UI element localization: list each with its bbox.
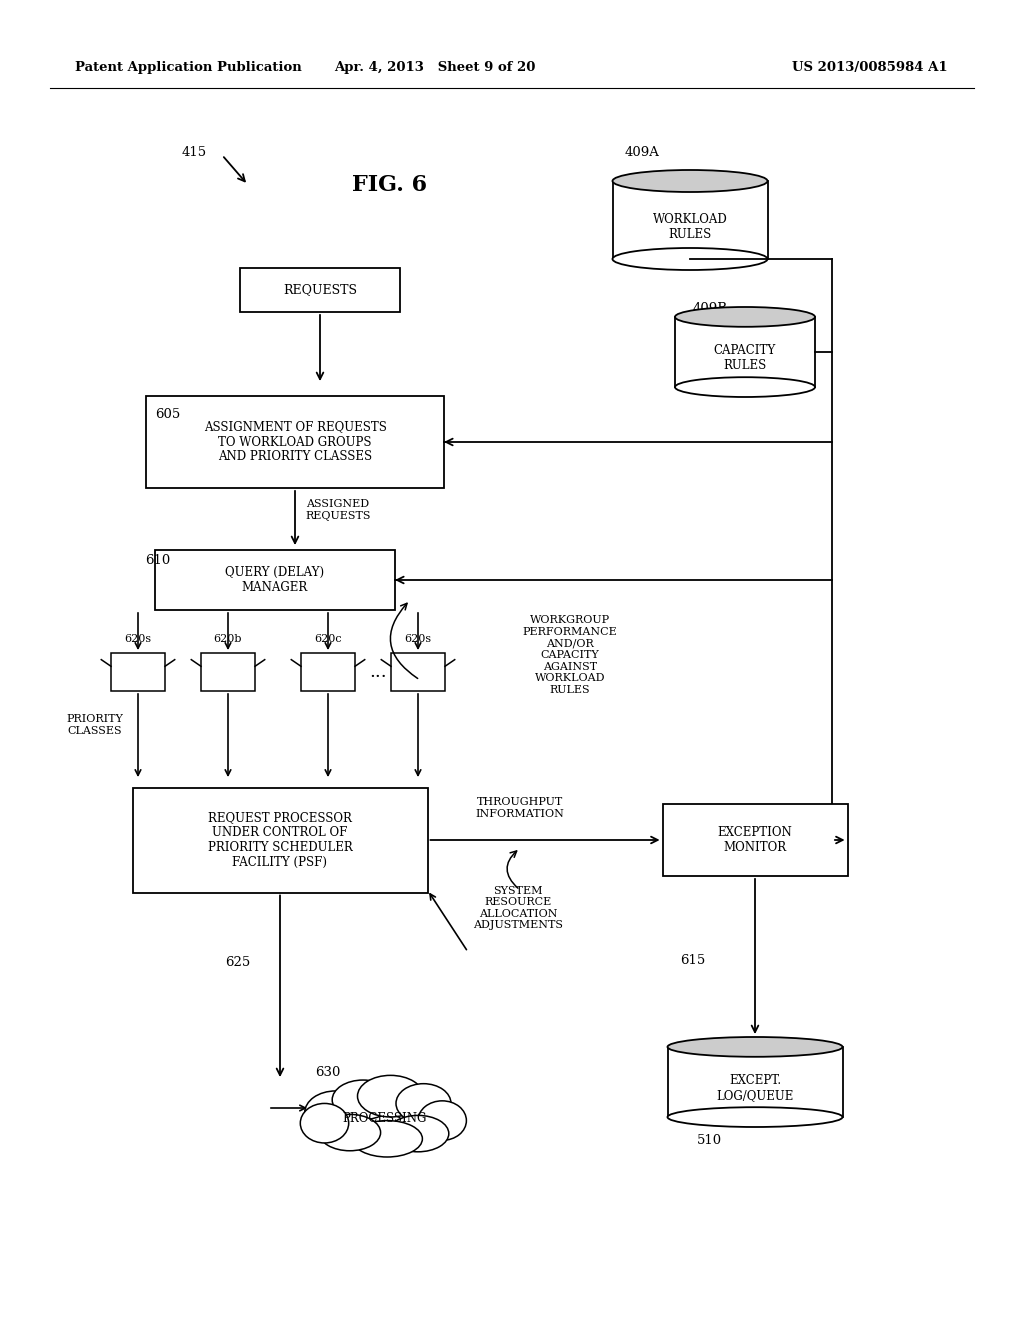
- Text: 409B: 409B: [693, 301, 728, 314]
- Ellipse shape: [300, 1104, 349, 1143]
- Text: 630: 630: [315, 1065, 340, 1078]
- Text: WORKGROUP
PERFORMANCE
AND/OR
CAPACITY
AGAINST
WORKLOAD
RULES: WORKGROUP PERFORMANCE AND/OR CAPACITY AG…: [522, 615, 617, 694]
- Bar: [675, 317, 815, 387]
- Bar: [668, 1047, 843, 1117]
- Text: SYSTEM
RESOURCE
ALLOCATION
ADJUSTMENTS: SYSTEM RESOURCE ALLOCATION ADJUSTMENTS: [473, 886, 563, 931]
- Text: REQUEST PROCESSOR
UNDER CONTROL OF
PRIORITY SCHEDULER
FACILITY (PSF): REQUEST PROCESSOR UNDER CONTROL OF PRIOR…: [208, 810, 352, 869]
- Bar: [612, 181, 768, 259]
- Text: PROCESSING: PROCESSING: [343, 1111, 427, 1125]
- Text: 409A: 409A: [625, 145, 659, 158]
- Bar: [132, 788, 427, 892]
- Bar: [663, 804, 848, 876]
- Text: PRIORITY
CLASSES: PRIORITY CLASSES: [67, 714, 124, 735]
- Ellipse shape: [357, 1076, 424, 1117]
- Ellipse shape: [668, 1038, 843, 1057]
- Text: 620c: 620c: [314, 634, 342, 644]
- Ellipse shape: [612, 248, 768, 271]
- Text: CAPACITY
RULES: CAPACITY RULES: [714, 345, 776, 372]
- Text: 625: 625: [225, 956, 250, 969]
- Text: ASSIGNED
REQUESTS: ASSIGNED REQUESTS: [305, 499, 371, 521]
- Text: 615: 615: [680, 953, 706, 966]
- Text: QUERY (DELAY)
MANAGER: QUERY (DELAY) MANAGER: [225, 566, 325, 594]
- Text: 620s: 620s: [404, 634, 431, 644]
- Bar: [146, 396, 444, 488]
- Text: 415: 415: [182, 145, 207, 158]
- Polygon shape: [111, 653, 165, 690]
- Ellipse shape: [612, 170, 768, 191]
- Bar: [240, 268, 400, 312]
- Ellipse shape: [387, 1115, 449, 1152]
- Text: REQUESTS: REQUESTS: [283, 284, 357, 297]
- Ellipse shape: [675, 378, 815, 397]
- Text: 620s: 620s: [125, 634, 152, 644]
- Ellipse shape: [352, 1121, 422, 1158]
- Polygon shape: [391, 653, 445, 690]
- Text: EXCEPTION
MONITOR: EXCEPTION MONITOR: [718, 826, 793, 854]
- Ellipse shape: [305, 1090, 367, 1135]
- Text: 610: 610: [145, 553, 170, 566]
- Ellipse shape: [319, 1114, 381, 1151]
- Ellipse shape: [675, 308, 815, 327]
- Ellipse shape: [332, 1080, 394, 1119]
- Ellipse shape: [418, 1101, 466, 1140]
- Text: FIG. 6: FIG. 6: [352, 174, 428, 195]
- Text: 605: 605: [155, 408, 180, 421]
- Polygon shape: [201, 653, 255, 690]
- Bar: [155, 550, 395, 610]
- Text: Patent Application Publication: Patent Application Publication: [75, 62, 302, 74]
- Text: ASSIGNMENT OF REQUESTS
TO WORKLOAD GROUPS
AND PRIORITY CLASSES: ASSIGNMENT OF REQUESTS TO WORKLOAD GROUP…: [204, 421, 386, 463]
- Ellipse shape: [396, 1084, 451, 1123]
- Text: ...: ...: [370, 663, 387, 681]
- Text: US 2013/0085984 A1: US 2013/0085984 A1: [793, 62, 948, 74]
- Polygon shape: [301, 653, 355, 690]
- Text: 510: 510: [697, 1134, 722, 1147]
- Text: 620b: 620b: [214, 634, 243, 644]
- Text: WORKLOAD
RULES: WORKLOAD RULES: [652, 213, 727, 240]
- Text: THROUGHPUT
INFORMATION: THROUGHPUT INFORMATION: [475, 797, 564, 818]
- Text: Apr. 4, 2013   Sheet 9 of 20: Apr. 4, 2013 Sheet 9 of 20: [334, 62, 536, 74]
- Ellipse shape: [668, 1107, 843, 1127]
- Text: EXCEPT.
LOG/QUEUE: EXCEPT. LOG/QUEUE: [717, 1074, 794, 1102]
